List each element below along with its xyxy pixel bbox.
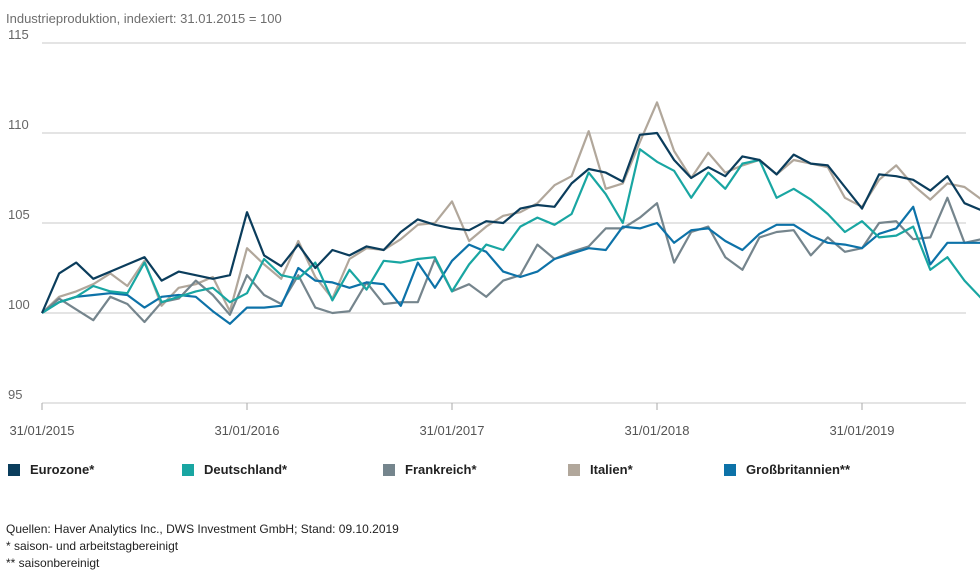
series-lines bbox=[40, 101, 980, 325]
legend-label-eurozone: Eurozone* bbox=[30, 462, 95, 477]
y-tick-label-100: 100 bbox=[8, 297, 30, 312]
y-tick-label-95: 95 bbox=[8, 387, 22, 402]
legend-swatch-italien bbox=[568, 463, 580, 476]
series-line-deutschland bbox=[41, 148, 980, 314]
series-line-großbritannien bbox=[41, 205, 980, 325]
legend-label-deutschland: Deutschland* bbox=[204, 462, 288, 477]
legend: Eurozone* Deutschland* Frankreich* Itali… bbox=[0, 462, 980, 484]
legend-label-frankreich: Frankreich* bbox=[405, 462, 477, 477]
source-note: Quellen: Haver Analytics Inc., DWS Inves… bbox=[6, 522, 399, 536]
chart-title: Industrieproduktion, indexiert: 31.01.20… bbox=[6, 11, 282, 26]
footnote-seasonal: ** saisonbereinigt bbox=[6, 556, 100, 570]
legend-swatch-grossbritannien bbox=[724, 463, 736, 476]
x-tick-label: 31/01/2018 bbox=[624, 423, 689, 438]
y-tick-label-110: 110 bbox=[8, 117, 29, 132]
legend-swatch-eurozone bbox=[8, 463, 20, 476]
footnote-seasonal-working-day: * saison- und arbeitstagbereinigt bbox=[6, 539, 179, 553]
x-axis-ticks: 31/01/2015 31/01/2016 31/01/2017 31/01/2018… bbox=[9, 403, 895, 438]
chart-notes: Quellen: Haver Analytics Inc., DWS Inves… bbox=[6, 521, 399, 572]
x-tick-label: 31/01/2016 bbox=[214, 423, 279, 438]
legend-label-italien: Italien* bbox=[590, 462, 633, 477]
series-line-eurozone bbox=[40, 131, 980, 314]
legend-item-grossbritannien: Großbritannien** bbox=[724, 462, 850, 477]
legend-item-deutschland: Deutschland* bbox=[182, 462, 287, 477]
legend-swatch-frankreich bbox=[383, 463, 395, 476]
legend-item-frankreich: Frankreich* bbox=[383, 462, 477, 477]
y-tick-label-105: 105 bbox=[8, 207, 30, 222]
x-tick-label: 31/01/2017 bbox=[419, 423, 484, 438]
legend-label-grossbritannien: Großbritannien** bbox=[746, 462, 851, 477]
legend-item-eurozone: Eurozone* bbox=[8, 462, 94, 477]
series-line-italien bbox=[41, 101, 980, 314]
y-axis-ticks: 95 100 105 110 115 bbox=[8, 27, 30, 402]
x-tick-label: 31/01/2019 bbox=[829, 423, 894, 438]
x-tick-label: 31/01/2015 bbox=[9, 423, 74, 438]
y-tick-label-115: 115 bbox=[8, 27, 29, 42]
legend-item-italien: Italien* bbox=[568, 462, 633, 477]
legend-swatch-deutschland bbox=[182, 463, 194, 476]
series-line-frankreich bbox=[41, 196, 980, 324]
